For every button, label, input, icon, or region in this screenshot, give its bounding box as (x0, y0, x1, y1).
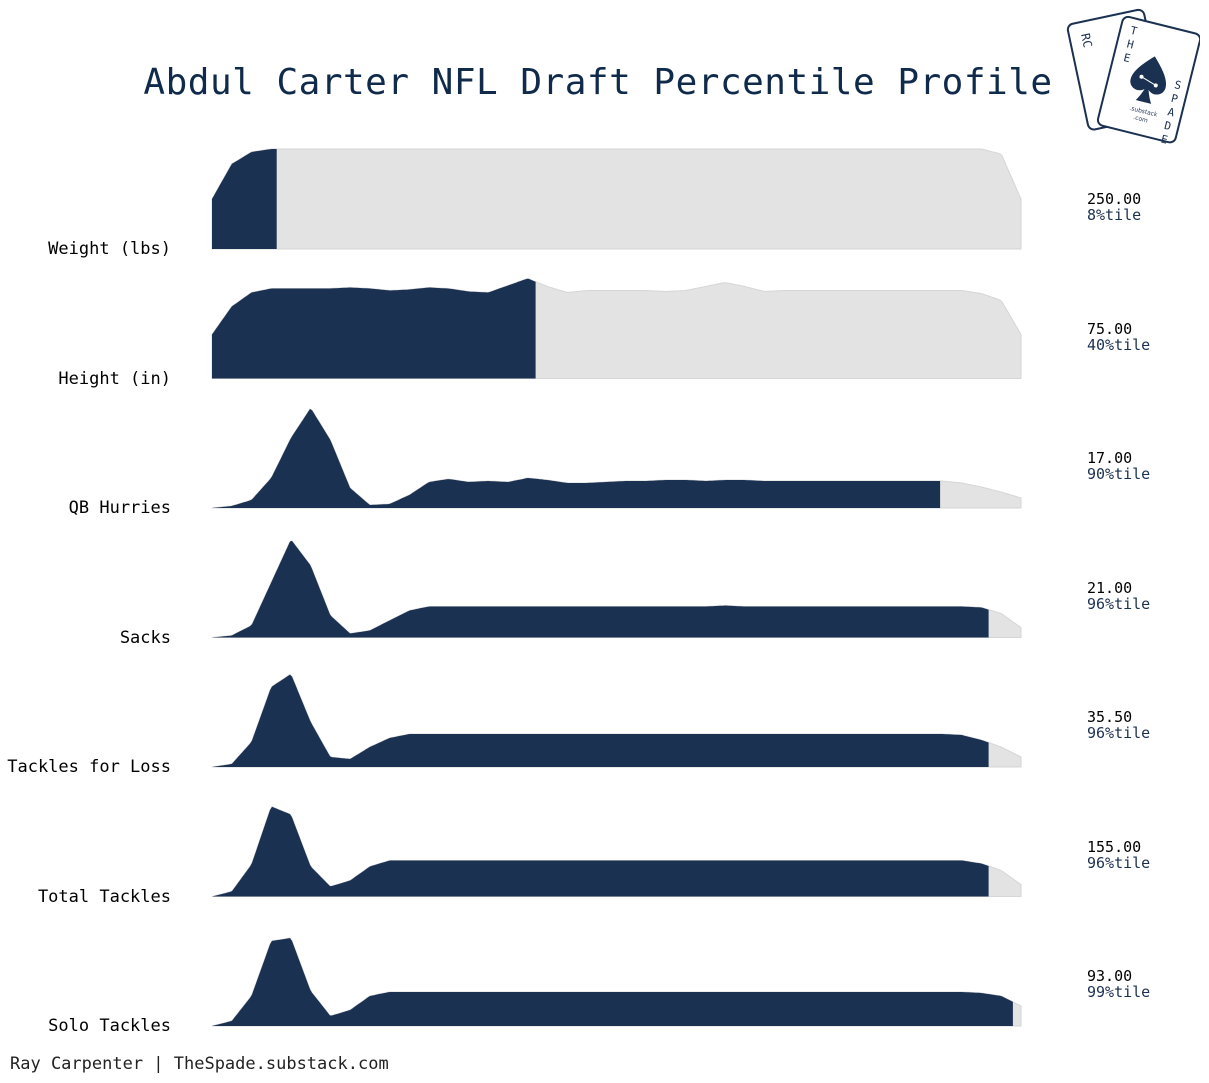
row-percentile: 96%tile (1087, 853, 1151, 872)
logo-letter: E (1122, 51, 1132, 65)
logo-dotcom: .com (1133, 114, 1149, 124)
ridge-percentile-fill (212, 674, 989, 767)
row-percentile: 8%tile (1087, 206, 1142, 224)
row-value: 93.00 (1087, 967, 1133, 985)
ridge-row (211, 408, 1022, 509)
row-value: 21.00 (1087, 578, 1133, 597)
ridge-percentile-fill (212, 149, 277, 249)
row-label: Total Tackles (37, 886, 171, 907)
logo-letter: A (1166, 105, 1176, 119)
row-label: Tackles for Loss (7, 757, 171, 777)
row-label: Height (in) (58, 368, 171, 389)
row-percentile: 99%tile (1087, 983, 1151, 1001)
row-label: Sacks (119, 627, 171, 648)
row-percentile: 96%tile (1087, 594, 1151, 613)
ridge-row (211, 148, 1022, 250)
row-label: Solo Tackles (48, 1016, 171, 1036)
row-value: 17.00 (1087, 449, 1133, 467)
ridge-row (211, 540, 1022, 638)
row-value: 35.50 (1087, 708, 1133, 726)
ridge-row (211, 806, 1022, 897)
logo-initials: RC (1078, 32, 1095, 49)
footer-credit: Ray Carpenter | TheSpade.substack.com (10, 1054, 389, 1074)
row-percentile: 96%tile (1087, 724, 1151, 742)
row-value: 155.00 (1087, 837, 1142, 856)
chart-title: Abdul Carter NFL Draft Percentile Profil… (143, 62, 1053, 103)
row-value: 75.00 (1087, 319, 1133, 338)
front-card: T H E S P A D E .substack .com (1096, 15, 1200, 147)
ridge-percentile-fill (212, 938, 1013, 1026)
ridge-row (211, 937, 1022, 1027)
ridge-row (211, 278, 1022, 379)
ridge-percentile-fill (212, 409, 941, 508)
ridge-percentile-fill (212, 278, 536, 379)
row-percentile: 90%tile (1087, 465, 1151, 483)
row-label: QB Hurries (68, 498, 171, 518)
ridge-percentile-fill (212, 806, 989, 897)
spade-card-logo: RC T H E S P A D E .substack .com (1066, 8, 1200, 147)
row-label: Weight (lbs) (48, 239, 171, 259)
ridge-background (211, 148, 1022, 250)
spade-icon (1130, 56, 1166, 104)
logo-letter: D (1163, 119, 1173, 133)
logo-letter: E (1159, 132, 1169, 146)
ridge-percentile-fill (212, 540, 989, 638)
logo-letter: S (1173, 78, 1183, 92)
ridge-row (211, 673, 1022, 768)
row-value: 250.00 (1087, 190, 1142, 208)
logo-letter: H (1125, 37, 1135, 51)
logo-letter: T (1129, 24, 1139, 38)
logo-letter: P (1170, 92, 1180, 106)
row-percentile: 40%tile (1087, 335, 1151, 354)
